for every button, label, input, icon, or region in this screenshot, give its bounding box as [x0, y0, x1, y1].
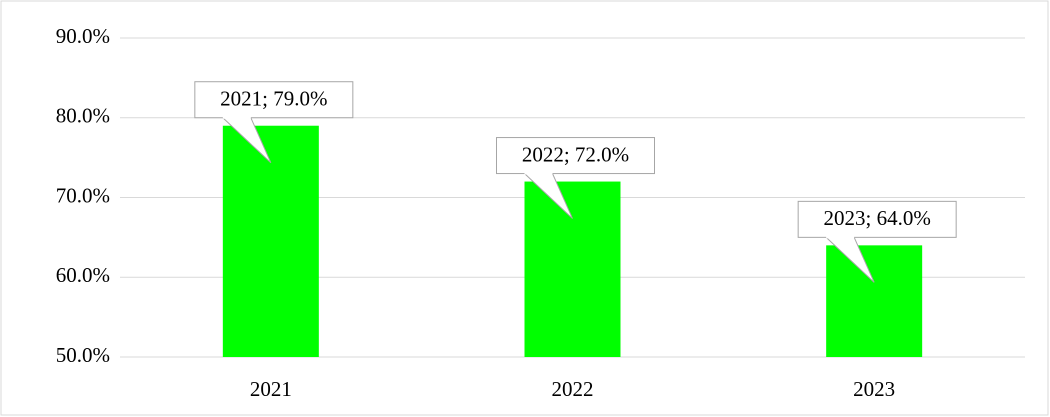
y-tick-label: 90.0% — [56, 24, 110, 48]
x-tick-label: 2023 — [853, 377, 895, 401]
x-tick-label: 2022 — [552, 377, 594, 401]
bar — [826, 245, 923, 357]
x-tick-label: 2021 — [250, 377, 292, 401]
bar — [222, 125, 319, 357]
bar — [524, 181, 621, 357]
data-label: 2022; 72.0% — [522, 142, 629, 166]
data-label: 2021; 79.0% — [220, 87, 327, 111]
y-tick-label: 70.0% — [56, 183, 110, 207]
callout-box — [496, 137, 655, 175]
callout-box — [194, 81, 354, 119]
data-label: 2023; 64.0% — [824, 206, 931, 230]
callout-box — [797, 200, 957, 238]
y-tick-label: 80.0% — [56, 104, 110, 128]
y-tick-label: 60.0% — [56, 263, 110, 287]
y-tick-label: 50.0% — [56, 343, 110, 367]
